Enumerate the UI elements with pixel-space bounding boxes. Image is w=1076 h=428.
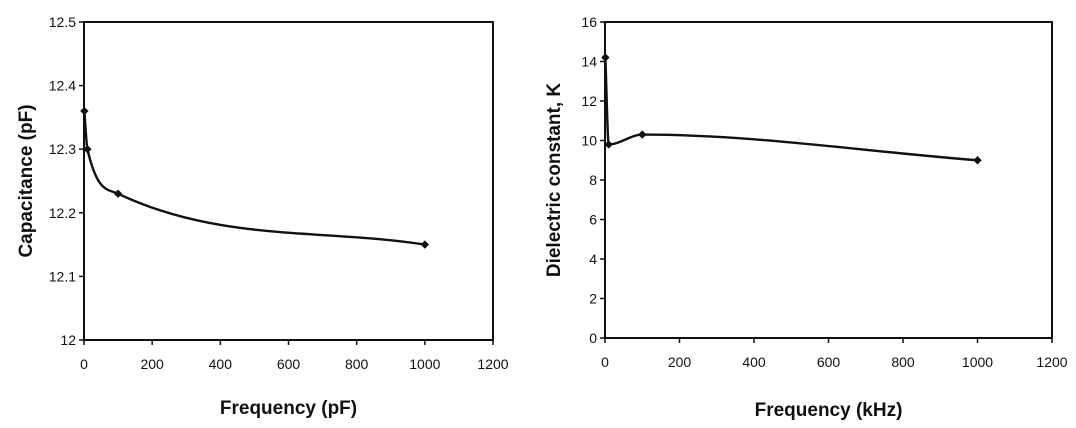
y-tick-label: 0 — [589, 330, 597, 346]
x-tick-label: 200 — [668, 354, 692, 370]
plot-area-frame — [604, 21, 1053, 339]
x-axis-title: Frequency (pF) — [220, 398, 357, 419]
x-tick-label: 1200 — [1036, 354, 1067, 370]
x-tick-label: 400 — [742, 354, 766, 370]
x-tick-label: 400 — [209, 356, 233, 372]
data-point-marker — [420, 240, 430, 249]
x-axis-title: Frequency (kHz) — [755, 400, 903, 421]
data-point-marker — [604, 140, 613, 149]
x-tick-label: 0 — [601, 354, 609, 370]
data-point-marker — [83, 145, 92, 154]
x-tick-label: 1000 — [409, 356, 440, 372]
y-axis-title: Dielectric constant, K — [544, 83, 565, 278]
y-tick-label: 12.2 — [49, 205, 76, 221]
y-tick-label: 16 — [581, 14, 597, 30]
x-tick-label: 600 — [817, 354, 841, 370]
chart-1: 12 12.1 12.2 12.3 12.4 12.5 0 200 400 600 800 1000 1… — [16, 14, 509, 419]
y-axis-title: Capacitance (pF) — [16, 104, 37, 257]
x-tick-label: 800 — [345, 356, 369, 372]
data-point-marker — [638, 130, 647, 139]
y-tick-label: 12.3 — [49, 141, 76, 157]
y-tick-label: 4 — [589, 251, 597, 267]
x-tick-label: 0 — [80, 356, 88, 372]
y-tick-label: 6 — [589, 212, 597, 228]
y-tick-label: 8 — [589, 172, 597, 188]
y-tick-label: 12 — [581, 93, 597, 109]
y-tick-label: 14 — [581, 54, 597, 70]
y-tick-label: 12.5 — [49, 14, 76, 30]
x-tick-label: 600 — [277, 356, 301, 372]
x-tick-label: 1200 — [477, 356, 508, 372]
data-point-marker — [113, 189, 123, 198]
y-tick-label: 12.4 — [49, 78, 76, 94]
data-point-marker — [601, 53, 610, 62]
data-point-marker — [80, 106, 89, 116]
y-tick-label: 10 — [581, 133, 597, 149]
chart-2: 0 2 4 6 8 10 12 14 16 0 200 400 600 800 1000 1200 Freque… — [544, 14, 1068, 421]
y-tick-label: 12.1 — [49, 268, 76, 284]
y-tick-label: 2 — [589, 291, 597, 307]
y-tick-label: 12 — [60, 332, 76, 348]
x-tick-label: 800 — [891, 354, 915, 370]
x-tick-label: 200 — [140, 356, 164, 372]
plot-area-frame — [83, 21, 494, 341]
series-line — [83, 109, 427, 246]
x-tick-label: 1000 — [962, 354, 993, 370]
series-line — [604, 56, 979, 162]
data-point-marker — [973, 156, 982, 165]
